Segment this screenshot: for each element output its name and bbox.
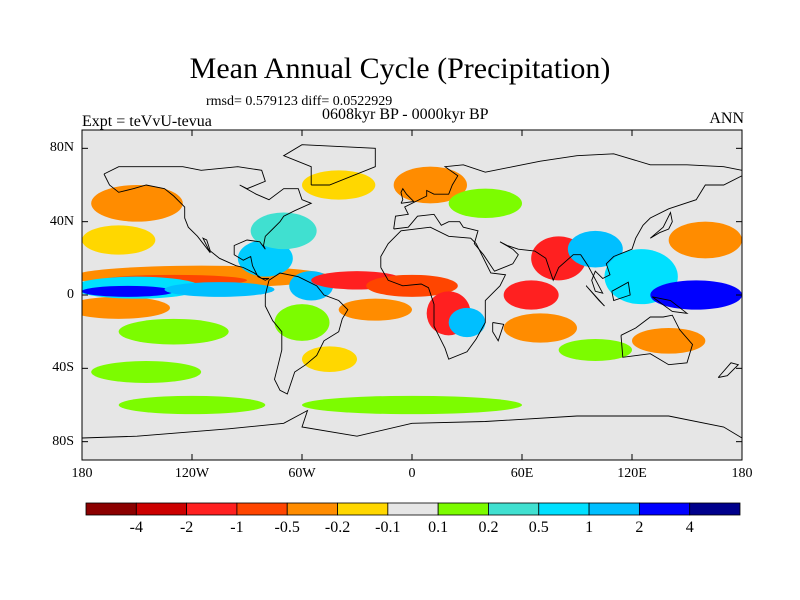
precip-anomaly-region (302, 395, 522, 415)
precip-anomaly-region (237, 240, 293, 277)
colorbar-segment (85, 502, 137, 516)
colorbar-label: 4 (685, 519, 694, 536)
coastline (393, 153, 742, 294)
colorbar-segment (135, 502, 188, 516)
period-label: 0608kyr BP - 0000kyr BP (322, 106, 489, 123)
precip-anomaly-region (274, 304, 330, 341)
precip-anomaly-region (302, 346, 357, 372)
precip-anomaly-region (302, 170, 376, 200)
coastline (585, 285, 605, 307)
precip-anomaly-region (164, 282, 275, 297)
colorbar-segment (186, 502, 238, 516)
precip-anomaly-region (250, 212, 317, 250)
lat-tick-label: 80S (52, 433, 74, 449)
coastline (611, 281, 631, 302)
experiment-label: Expt = teVvU-tevua (82, 113, 212, 130)
colorbar-segment (387, 502, 439, 516)
lon-tick-label: 60E (510, 466, 534, 481)
colorbar-segment (236, 502, 288, 516)
coastline (380, 226, 507, 360)
colorbar-label: -4 (129, 519, 143, 536)
precip-anomaly-region (503, 280, 559, 310)
precip-anomaly-region (448, 188, 522, 218)
coastline (492, 322, 505, 342)
precip-anomaly-region (82, 225, 156, 255)
lon-tick-label: 180 (731, 466, 753, 481)
precip-anomaly-region (558, 339, 632, 361)
season-label: ANN (709, 110, 744, 127)
precip-anomaly-region (567, 230, 623, 268)
colorbar-label: -1 (230, 519, 244, 536)
colorbar-label: 0.1 (428, 519, 449, 536)
colorbar-segment (437, 502, 489, 516)
precip-anomaly-region (91, 361, 202, 383)
map-plot-area (82, 130, 742, 460)
coastline (651, 296, 689, 314)
colorbar-label: 0.5 (528, 519, 549, 536)
lat-tick-label: 40S (52, 360, 74, 376)
precip-anomaly-region (668, 221, 742, 259)
colorbar-label: 2 (635, 519, 644, 536)
colorbar-segment (286, 502, 338, 516)
colorbar-segment (638, 502, 691, 516)
coastline (650, 211, 673, 239)
precip-anomaly-region (503, 313, 577, 343)
colorbar-label: -0.5 (274, 519, 300, 536)
precip-anomaly-region (448, 307, 486, 338)
colorbar-label: 1 (585, 519, 594, 536)
precip-anomaly-region (91, 185, 183, 222)
coastline (717, 362, 740, 378)
coastline (400, 187, 415, 204)
colorbar-label: 0.2 (478, 519, 499, 536)
colorbar-segment (588, 502, 640, 516)
lon-tick-label: 120W (174, 466, 210, 481)
precip-anomaly-region (118, 318, 229, 345)
lon-tick-label: 60W (288, 466, 316, 481)
colorbar-segment (488, 502, 540, 516)
colorbar-segment (538, 502, 590, 516)
precip-anomaly-region (82, 296, 170, 319)
precip-anomaly-region (632, 328, 706, 354)
coastline (282, 144, 376, 186)
coastline (82, 409, 742, 439)
rmsd-diff-stats: rmsd= 0.579123 diff= 0.0522929 (206, 94, 393, 109)
precip-anomaly-region (82, 285, 174, 297)
colorbar-label: -0.2 (324, 519, 351, 536)
coastline (103, 166, 313, 281)
lat-tick-label: 80N (49, 140, 74, 156)
colorbar-label: -0.1 (375, 519, 401, 536)
lat-tick-label: 0 (67, 287, 74, 302)
colorbar-segment (689, 502, 741, 516)
coastline (620, 314, 694, 366)
precip-anomaly-region (338, 298, 413, 321)
lon-tick-label: 0 (408, 466, 416, 481)
lon-tick-label: 180 (71, 466, 93, 481)
lon-tick-label: 120E (617, 466, 647, 481)
colorbar-label: -2 (179, 519, 194, 536)
colorbar-segment (337, 502, 389, 516)
precip-anomaly-region (118, 395, 266, 415)
lat-tick-label: 40N (49, 213, 74, 229)
coastline (264, 272, 349, 395)
figure-title: Mean Annual Cycle (Precipitation) (189, 52, 611, 85)
